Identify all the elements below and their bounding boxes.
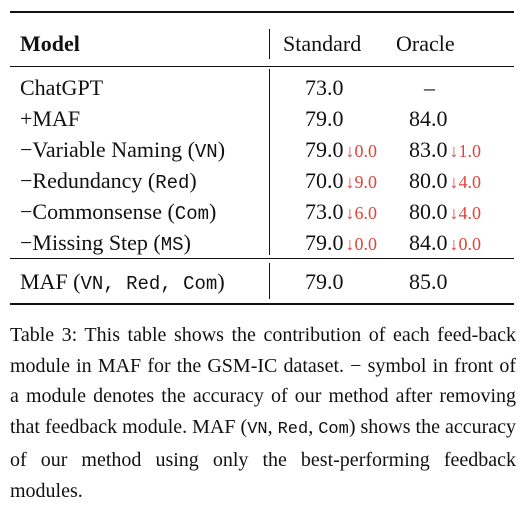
oracle-delta: ↓4.0 [449, 172, 482, 192]
header-rule [10, 66, 514, 67]
model-name: −Commonsense ( [20, 199, 175, 224]
table-row-standard: 73.0 [305, 75, 344, 100]
model-close: ) [209, 199, 217, 224]
standard-delta: ↓0.0 [345, 141, 378, 161]
model-name: −Missing Step ( [20, 230, 161, 255]
caption-code: VN [247, 419, 268, 439]
table-row-model: +MAF [20, 106, 81, 131]
model-code: Red [155, 172, 190, 194]
table-row-oracle: 80.0 ↓4.0 [409, 199, 481, 226]
oracle-delta: ↓4.0 [449, 203, 482, 223]
table-row-standard: 79.0 ↓0.0 [305, 137, 377, 164]
table-row-oracle: – [424, 75, 435, 100]
model-code: VN, Red, Com [80, 273, 218, 295]
table-row-oracle: 84.0 [409, 106, 448, 131]
standard-delta: ↓0.0 [345, 234, 378, 254]
table-row-standard: 73.0 ↓6.0 [305, 199, 377, 226]
table-caption: Table 3: This table shows the contributi… [10, 320, 516, 506]
table-row-model: −Redundancy (Red) [20, 168, 197, 196]
oracle-value: 84.0 [409, 230, 448, 255]
table-row-standard: 70.0 ↓9.0 [305, 168, 377, 195]
model-name: −Redundancy ( [20, 168, 156, 193]
oracle-delta: ↓1.0 [449, 141, 482, 161]
caption-text: , [267, 415, 278, 438]
model-name: MAF ( [20, 269, 81, 294]
table-row-standard: 79.0 ↓0.0 [305, 230, 377, 257]
final-row-oracle: 85.0 [409, 269, 448, 294]
table-row-model: −Commonsense (Com) [20, 199, 216, 227]
caption-text: Table 3: This table shows the contributi… [10, 324, 516, 438]
header-standard: Standard [283, 31, 362, 56]
oracle-value: 80.0 [409, 168, 448, 193]
model-code: VN [194, 141, 218, 163]
standard-value: 79.0 [305, 230, 344, 255]
table-row-oracle: 83.0 ↓1.0 [409, 137, 481, 164]
model-name: −Variable Naming ( [20, 137, 195, 162]
section-rule [10, 258, 514, 259]
table-row-standard: 79.0 [305, 106, 344, 131]
header-model: Model [20, 31, 80, 56]
bottom-rule [10, 303, 514, 305]
table-row-model: −Missing Step (MS) [20, 230, 191, 258]
model-close: ) [189, 168, 197, 193]
caption-code: Red [277, 419, 309, 439]
top-rule [10, 11, 514, 13]
model-code: MS [160, 234, 184, 256]
table-row-model: ChatGPT [20, 75, 104, 100]
standard-value: 70.0 [305, 168, 344, 193]
table-row-oracle: 84.0 ↓0.0 [409, 230, 481, 257]
final-row-standard: 79.0 [305, 269, 344, 294]
model-code: Com [174, 203, 210, 225]
final-row-model: MAF (VN, Red, Com) [20, 269, 225, 297]
model-close: ) [183, 230, 191, 255]
oracle-value: 83.0 [409, 137, 448, 162]
model-close: ) [217, 137, 226, 162]
standard-value: 73.0 [305, 199, 344, 224]
table-row-oracle: 80.0 ↓4.0 [409, 168, 481, 195]
model-close: ) [217, 269, 225, 294]
column-divider-footer [269, 263, 270, 299]
column-divider-body [269, 69, 270, 255]
column-divider-header [269, 29, 270, 59]
oracle-value: 80.0 [409, 199, 448, 224]
table-row-model: −Variable Naming (VN) [20, 137, 225, 165]
standard-delta: ↓6.0 [345, 203, 378, 223]
header-oracle: Oracle [396, 31, 455, 56]
standard-value: 79.0 [305, 137, 344, 162]
oracle-delta: ↓0.0 [449, 234, 482, 254]
standard-delta: ↓9.0 [345, 172, 378, 192]
caption-text: , [308, 415, 319, 438]
caption-code: Com [318, 419, 349, 439]
